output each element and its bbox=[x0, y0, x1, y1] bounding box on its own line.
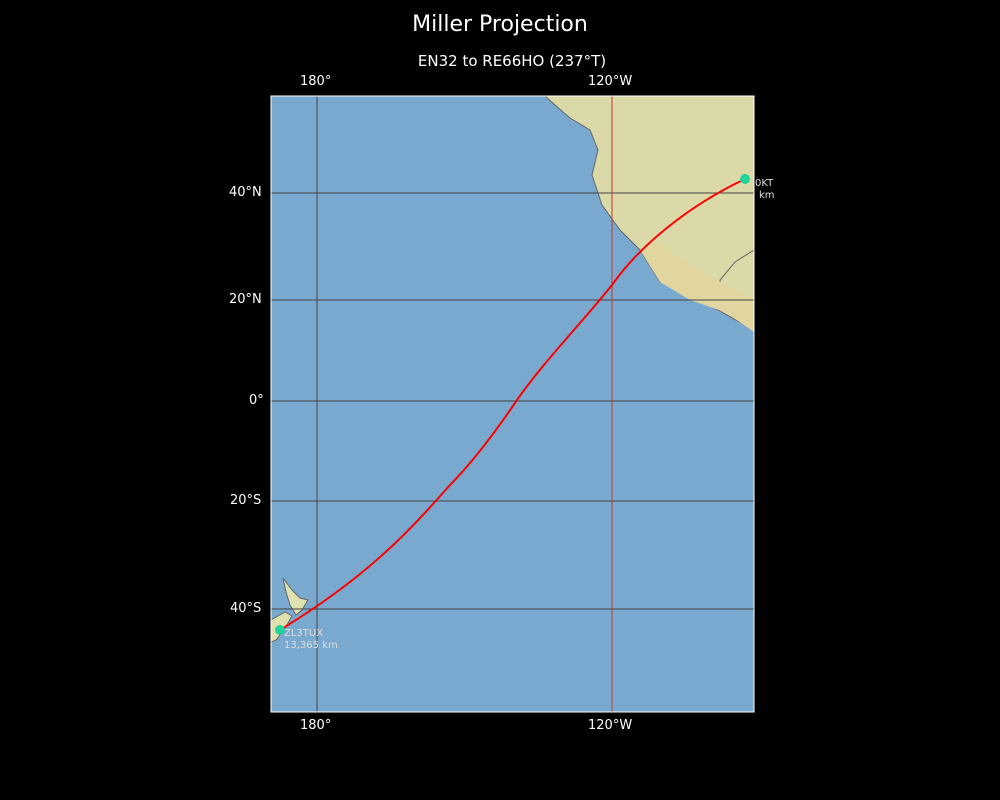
end-station-label: ZL3TUX 13,365 km bbox=[284, 628, 338, 652]
mexico-land bbox=[640, 240, 754, 332]
end-distance: 13,365 km bbox=[284, 640, 338, 651]
map-title: Miller Projection bbox=[412, 12, 588, 37]
end-marker bbox=[275, 625, 285, 635]
lat-tick: 0° bbox=[249, 393, 264, 408]
map-subtitle: EN32 to RE66HO (237°T) bbox=[417, 52, 607, 70]
start-callsign: 0KT bbox=[755, 178, 774, 189]
new-zealand-north bbox=[282, 577, 309, 616]
lon-tick-bottom: 120°W bbox=[588, 718, 633, 733]
graticule bbox=[271, 96, 754, 712]
lon-tick-top: 180° bbox=[300, 74, 332, 89]
start-station-label: 0KT km bbox=[755, 178, 775, 202]
start-distance: km bbox=[759, 190, 775, 201]
lat-tick: 40°N bbox=[229, 185, 262, 200]
great-circle-path bbox=[279, 178, 746, 631]
lat-tick: 20°N bbox=[229, 292, 262, 307]
start-marker bbox=[740, 174, 750, 184]
lon-tick-top: 120°W bbox=[588, 74, 633, 89]
lat-tick: 40°S bbox=[230, 601, 262, 616]
lat-tick: 20°S bbox=[230, 493, 262, 508]
end-callsign: ZL3TUX bbox=[284, 628, 324, 639]
lon-tick-bottom: 180° bbox=[300, 718, 332, 733]
